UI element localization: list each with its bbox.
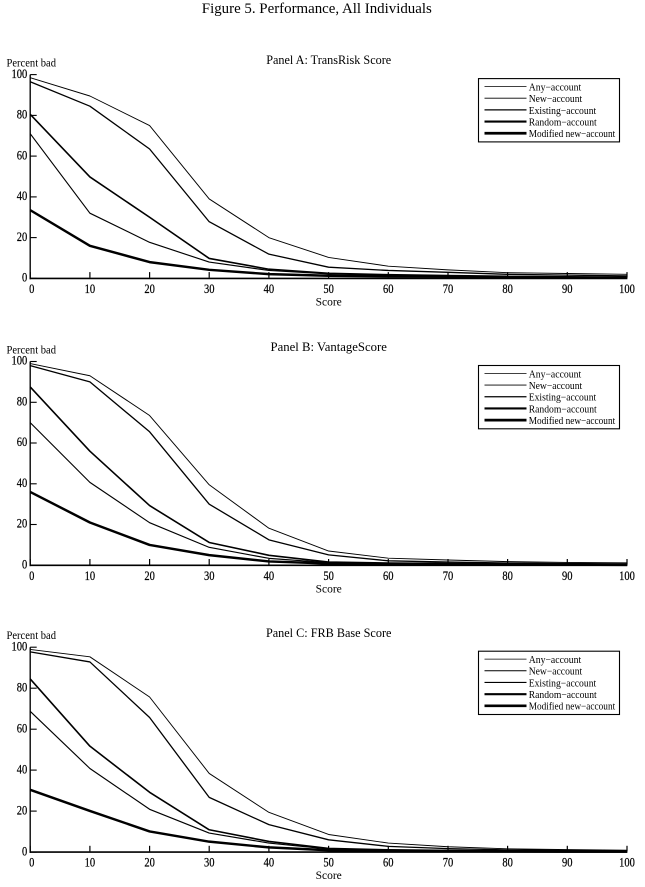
svg-text:Modified new−account: Modified new−account [529, 702, 616, 713]
svg-text:Percent bad: Percent bad [7, 630, 57, 642]
svg-text:New−account: New−account [529, 94, 583, 105]
svg-text:Existing−account: Existing−account [529, 106, 597, 117]
svg-text:Score: Score [316, 583, 342, 595]
svg-text:0: 0 [29, 282, 34, 296]
svg-text:Percent bad: Percent bad [7, 58, 57, 70]
svg-text:Score: Score [316, 296, 342, 308]
svg-text:0: 0 [22, 558, 27, 572]
svg-text:Any−account: Any−account [529, 369, 582, 380]
svg-text:New−account: New−account [529, 667, 583, 678]
svg-text:50: 50 [323, 856, 334, 870]
svg-text:Figure 5. Performance, All Ind: Figure 5. Performance, All Individuals [202, 1, 432, 17]
svg-text:Score: Score [316, 870, 342, 882]
svg-text:40: 40 [17, 762, 28, 776]
svg-text:100: 100 [619, 569, 635, 583]
svg-text:40: 40 [17, 476, 28, 490]
svg-text:Random−account: Random−account [529, 117, 597, 128]
svg-text:60: 60 [383, 856, 394, 870]
svg-text:40: 40 [264, 856, 275, 870]
svg-text:20: 20 [144, 856, 155, 870]
svg-text:30: 30 [204, 856, 215, 870]
svg-text:Random−account: Random−account [529, 690, 597, 701]
svg-text:Panel A: TransRisk Score: Panel A: TransRisk Score [266, 53, 391, 67]
svg-text:70: 70 [443, 856, 454, 870]
svg-text:40: 40 [17, 189, 28, 203]
svg-text:30: 30 [204, 569, 215, 583]
svg-text:30: 30 [204, 282, 215, 296]
svg-text:40: 40 [264, 569, 275, 583]
svg-text:20: 20 [144, 282, 155, 296]
svg-text:60: 60 [383, 569, 394, 583]
svg-text:Any−account: Any−account [529, 655, 582, 666]
svg-text:0: 0 [22, 271, 27, 285]
svg-text:Existing−account: Existing−account [529, 678, 597, 689]
svg-text:80: 80 [502, 569, 513, 583]
svg-text:Random−account: Random−account [529, 404, 597, 415]
svg-text:60: 60 [17, 148, 28, 162]
svg-text:80: 80 [502, 856, 513, 870]
svg-text:20: 20 [144, 569, 155, 583]
svg-text:100: 100 [12, 639, 28, 653]
svg-text:Panel C: FRB Base Score: Panel C: FRB Base Score [266, 626, 392, 640]
svg-text:0: 0 [22, 844, 27, 858]
svg-text:Percent bad: Percent bad [7, 345, 57, 357]
svg-text:10: 10 [85, 569, 96, 583]
svg-text:Modified new−account: Modified new−account [529, 129, 616, 140]
svg-text:50: 50 [323, 282, 334, 296]
svg-text:100: 100 [12, 67, 28, 81]
svg-text:0: 0 [29, 856, 34, 870]
svg-text:Any−account: Any−account [529, 82, 582, 93]
svg-text:80: 80 [17, 108, 28, 122]
svg-text:60: 60 [383, 282, 394, 296]
svg-text:10: 10 [85, 856, 96, 870]
svg-text:100: 100 [619, 856, 635, 870]
svg-text:100: 100 [12, 354, 28, 368]
svg-text:Existing−account: Existing−account [529, 393, 597, 404]
svg-text:90: 90 [562, 282, 573, 296]
svg-text:50: 50 [323, 569, 334, 583]
svg-text:40: 40 [264, 282, 275, 296]
svg-text:70: 70 [443, 282, 454, 296]
svg-text:90: 90 [562, 569, 573, 583]
svg-text:New−account: New−account [529, 381, 583, 392]
svg-text:60: 60 [17, 435, 28, 449]
svg-text:0: 0 [29, 569, 34, 583]
svg-text:90: 90 [562, 856, 573, 870]
svg-text:20: 20 [17, 517, 28, 531]
svg-text:70: 70 [443, 569, 454, 583]
svg-text:Modified new−account: Modified new−account [529, 416, 616, 427]
svg-text:80: 80 [502, 282, 513, 296]
svg-text:Panel B: VantageScore: Panel B: VantageScore [271, 340, 388, 354]
svg-text:20: 20 [17, 230, 28, 244]
svg-text:20: 20 [17, 803, 28, 817]
svg-text:60: 60 [17, 721, 28, 735]
svg-text:10: 10 [85, 282, 96, 296]
svg-text:80: 80 [17, 394, 28, 408]
svg-text:100: 100 [619, 282, 635, 296]
svg-text:80: 80 [17, 680, 28, 694]
